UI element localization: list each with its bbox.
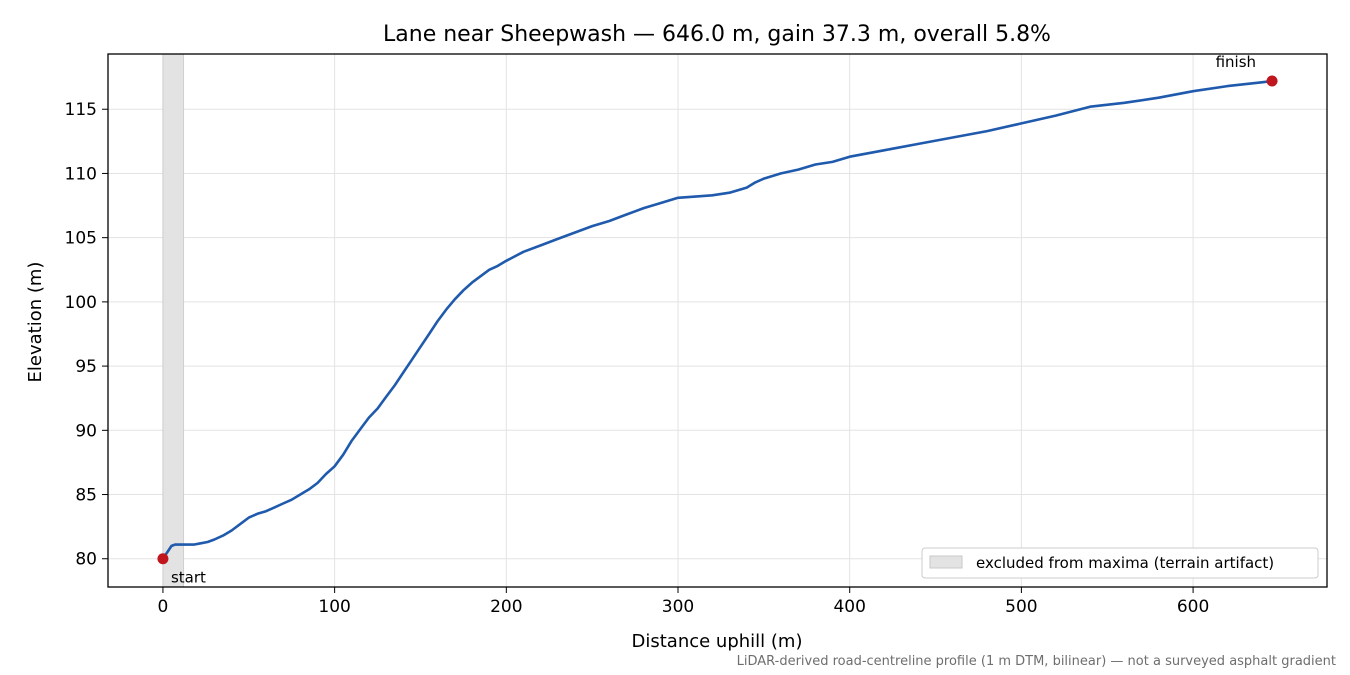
grid-lines: [108, 54, 1327, 587]
y-tick-label: 110: [65, 164, 97, 184]
markers-layer: start finish: [157, 53, 1278, 587]
legend-label-excluded: excluded from maxima (terrain artifact): [976, 554, 1274, 572]
excluded-band-layer: [162, 53, 185, 588]
x-tick-label: 400: [833, 597, 865, 617]
legend-swatch-excluded: [929, 555, 963, 569]
start-marker: [157, 553, 169, 565]
legend: excluded from maxima (terrain artifact): [921, 547, 1319, 579]
excluded-band: [162, 53, 185, 588]
finish-label: finish: [1216, 53, 1256, 71]
y-tick-label: 105: [65, 229, 97, 249]
y-tick-label: 90: [75, 421, 97, 441]
chart-title: Lane near Sheepwash — 646.0 m, gain 37.3…: [383, 22, 1051, 47]
series-layer: [161, 79, 1274, 560]
y-tick-label: 80: [75, 550, 97, 570]
legend-box: [921, 547, 1319, 579]
y-tick-label: 85: [75, 486, 97, 506]
y-axis-label: Elevation (m): [25, 262, 46, 383]
elevation-line: [161, 79, 1274, 560]
y-tick-label: 100: [65, 293, 97, 313]
start-label: start: [171, 569, 206, 587]
y-tick-label: 95: [75, 357, 97, 377]
x-tick-label: 0: [158, 597, 169, 617]
x-tick-label: 600: [1177, 597, 1209, 617]
footnote: LiDAR-derived road-centreline profile (1…: [737, 654, 1336, 669]
x-tick-label: 300: [662, 597, 694, 617]
x-axis-label: Distance uphill (m): [632, 631, 803, 652]
plot-frame: [107, 53, 1328, 588]
x-tick-label: 100: [318, 597, 350, 617]
y-tick-label: 115: [65, 100, 97, 120]
axis-ticks: 0 100 200 300 400 500 600 80 85 90 95 100 105 110 115: [65, 100, 1210, 617]
x-tick-label: 500: [1005, 597, 1037, 617]
x-tick-label: 200: [490, 597, 522, 617]
finish-marker: [1266, 75, 1278, 87]
